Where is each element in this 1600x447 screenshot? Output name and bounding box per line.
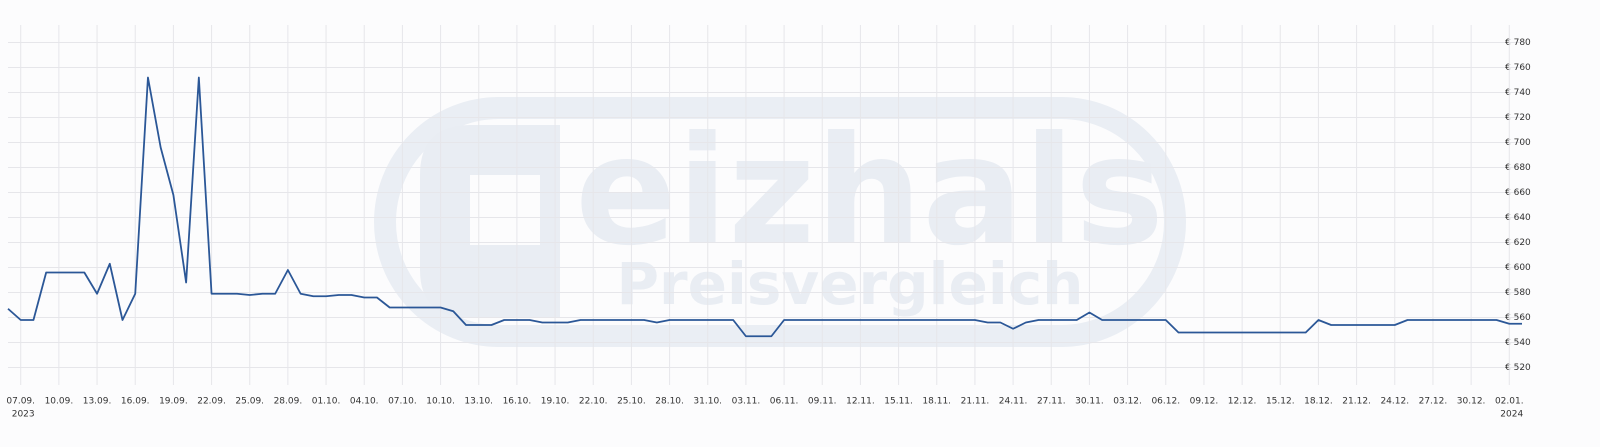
x-tick-label: 19.10.: [541, 397, 570, 407]
y-tick-label: € 740: [1505, 88, 1531, 98]
x-tick-label: 31.10.: [693, 397, 722, 407]
x-tick-label: 04.10.: [350, 397, 379, 407]
x-tick-label: 19.09.: [159, 397, 188, 407]
y-tick-label: € 620: [1505, 238, 1531, 248]
x-tick-label: 25.10.: [617, 397, 646, 407]
x-tick-label: 22.09.: [197, 397, 226, 407]
watermark-frame: [374, 97, 1186, 347]
y-tick-label: € 600: [1505, 263, 1531, 273]
x-tick-label: 30.12.: [1457, 397, 1486, 407]
x-tick-label: 13.10.: [464, 397, 493, 407]
x-tick-label: 16.10.: [503, 397, 532, 407]
x-tick-label: 16.09.: [121, 397, 150, 407]
x-tick-label: 30.11.: [1075, 397, 1104, 407]
y-tick-label: € 640: [1505, 213, 1531, 223]
x-year-label: 2024: [1500, 410, 1523, 420]
y-tick-label: € 760: [1505, 63, 1531, 73]
x-tick-label: 09.12.: [1190, 397, 1219, 407]
x-tick-label: 28.09.: [274, 397, 303, 407]
watermark: eizhals Preisvergleich: [374, 97, 1186, 347]
y-tick-label: € 580: [1505, 288, 1531, 298]
x-tick-label: 12.11.: [846, 397, 875, 407]
x-tick-label: 07.09.: [6, 397, 35, 407]
x-tick-label: 25.09.: [235, 397, 264, 407]
x-tick-label: 18.11.: [922, 397, 951, 407]
y-tick-label: € 540: [1505, 338, 1531, 348]
y-tick-label: € 680: [1505, 163, 1531, 173]
x-tick-label: 27.12.: [1419, 397, 1448, 407]
x-tick-label: 24.12.: [1380, 397, 1409, 407]
y-tick-label: € 720: [1505, 113, 1531, 123]
x-tick-label: 15.12.: [1266, 397, 1295, 407]
x-tick-label: 24.11.: [999, 397, 1028, 407]
y-tick-label: € 560: [1505, 313, 1531, 323]
x-tick-label: 06.11.: [770, 397, 799, 407]
x-tick-label: 28.10.: [655, 397, 684, 407]
y-tick-label: € 520: [1505, 363, 1531, 373]
x-tick-label: 01.10.: [312, 397, 341, 407]
x-tick-label: 09.11.: [808, 397, 837, 407]
watermark-subtext: Preisvergleich: [617, 250, 1084, 318]
x-tick-label: 18.12.: [1304, 397, 1333, 407]
x-tick-label: 10.10.: [426, 397, 455, 407]
x-tick-label: 22.10.: [579, 397, 608, 407]
y-tick-label: € 780: [1505, 38, 1531, 48]
x-tick-label: 07.10.: [388, 397, 417, 407]
watermark-g: [420, 125, 560, 318]
y-tick-label: € 660: [1505, 188, 1531, 198]
x-tick-label: 03.12.: [1113, 397, 1142, 407]
x-tick-label: 13.09.: [83, 397, 112, 407]
x-tick-label: 15.11.: [884, 397, 913, 407]
x-tick-label: 10.09.: [45, 397, 74, 407]
x-tick-label: 03.11.: [732, 397, 761, 407]
x-tick-label: 27.11.: [1037, 397, 1066, 407]
x-tick-label: 21.11.: [961, 397, 990, 407]
x-tick-label: 12.12.: [1228, 397, 1257, 407]
x-year-label: 2023: [12, 410, 35, 420]
price-line: [7, 76, 1522, 338]
y-tick-label: € 700: [1505, 138, 1531, 148]
x-tick-label: 21.12.: [1342, 397, 1371, 407]
x-tick-label: 06.12.: [1151, 397, 1180, 407]
x-tick-label: 02.01.: [1495, 397, 1524, 407]
